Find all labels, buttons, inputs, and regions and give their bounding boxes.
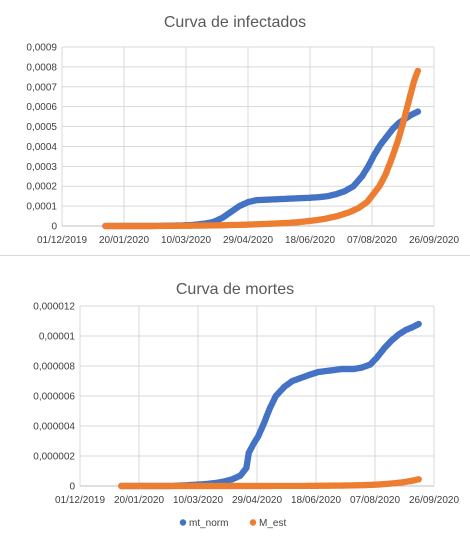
infectados-y-tick-label: 0,0005 [26,122,57,133]
infectados-marker-M-est [414,69,421,76]
mortes-x-tick-label: 29/04/2020 [232,495,282,506]
mortes-x-tick-label: 20/01/2020 [114,495,164,506]
infectados-y-tick-label: 0,0002 [26,182,57,193]
infectados-x-tick-label: 20/01/2020 [99,235,149,246]
mortes-marker-M-est [413,476,421,483]
mortes-series-mt-norm [118,320,422,490]
infectados-x-tick-label: 01/12/2019 [37,235,87,246]
mortes-x-tick-label: 10/03/2020 [173,495,223,506]
mortes-x-tick-label: 07/08/2020 [350,495,400,506]
infectados-y-tick-label: 0,0006 [26,102,57,113]
legend-marker-M-est [249,519,257,526]
infectados-y-tick-label: 0,0003 [26,162,57,173]
infectados-x-tick-label: 07/08/2020 [347,235,397,246]
infectados-marker-mt-norm [413,109,420,116]
mortes-y-tick-label: 0 [69,482,75,493]
infectados-y-tick-label: 0,0004 [26,142,57,153]
chart-divider [0,255,470,256]
legend-label-M-est: M_est [259,518,286,529]
mortes-x-tick-label: 01/12/2019 [55,495,105,506]
mortes-marker-mt-norm [414,321,421,328]
chart-mortes-svg: Curva de mortes 0 0,000002 0,000004 0,00000… [33,281,459,529]
chart-infectados-svg: Curva de infectados 0 0,0001 0,0002 0,0003 0… [26,14,459,246]
infectados-y-tick-label: 0 [51,222,57,233]
mortes-y-tick-label: 0,000006 [33,392,75,403]
mortes-series-M-est [118,476,422,490]
infectados-x-tick-label: 29/04/2020 [223,235,273,246]
legend-label-mt-norm: mt_norm [189,518,228,529]
infectados-y-tick-label: 0,0008 [26,62,57,73]
chart-infectados: Curva de infectados 0 0,0001 0,0002 0,0003 0… [0,0,470,250]
mortes-y-tick-label: 0,00001 [39,332,76,343]
infectados-x-tick-label: 18/06/2020 [285,235,335,246]
infectados-y-tick-label: 0,0007 [26,82,57,93]
chart-mortes: Curva de mortes 0 0,000002 0,000004 0,00000… [0,262,470,545]
infectados-x-tick-label: 10/03/2020 [161,235,211,246]
mortes-y-tick-label: 0,000012 [33,302,75,313]
infectados-series-M-est [102,67,422,230]
mortes-x-tick-label: 26/09/2020 [409,495,459,506]
chart-infectados-title: Curva de infectados [164,14,306,31]
infectados-x-tick-label: 26/09/2020 [409,235,459,246]
mortes-y-tick-label: 0,000008 [33,362,75,373]
legend-marker-mt-norm [179,519,187,526]
mortes-y-tick-label: 0,000004 [33,422,75,433]
mortes-y-tick-label: 0,000002 [33,452,75,463]
infectados-y-tick-label: 0,0009 [26,43,57,54]
mortes-x-tick-label: 18/06/2020 [291,495,341,506]
chart-mortes-title: Curva de mortes [176,281,294,298]
infectados-y-tick-label: 0,0001 [26,202,57,213]
